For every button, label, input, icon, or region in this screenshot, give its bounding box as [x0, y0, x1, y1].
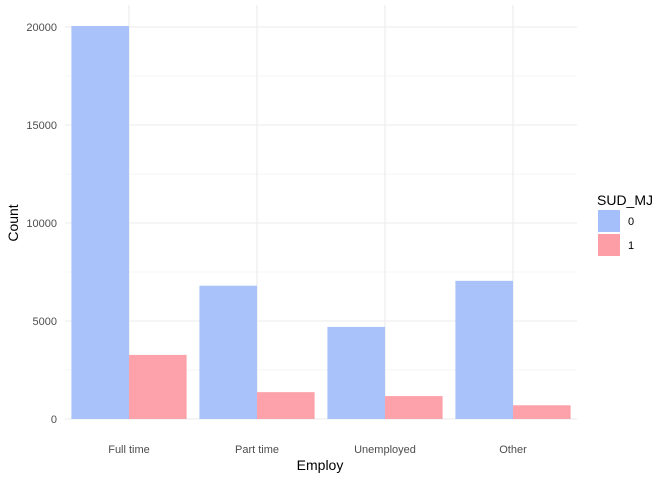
- y-tick-label: 0: [51, 414, 57, 426]
- x-tick-label: Full time: [108, 444, 150, 456]
- y-tick-label: 20000: [26, 22, 57, 34]
- bar-other-series-1: [513, 405, 571, 419]
- bar-unemployed-series-0: [327, 326, 385, 419]
- bars: [71, 26, 571, 420]
- bar-part-time-series-1: [257, 392, 315, 419]
- x-tick-label: Part time: [235, 444, 279, 456]
- bar-part-time-series-0: [199, 285, 257, 419]
- legend-label-1: 1: [628, 240, 634, 252]
- y-tick-label: 5000: [33, 316, 57, 328]
- legend-label-0: 0: [628, 216, 634, 228]
- x-axis-title: Employ: [297, 457, 344, 473]
- legend-swatch-1: [598, 234, 620, 256]
- legend-swatch-0: [598, 210, 620, 232]
- y-axis-title: Count: [5, 204, 21, 241]
- bar-full-time-series-1: [129, 354, 187, 419]
- bar-unemployed-series-1: [385, 396, 443, 419]
- bar-other-series-0: [455, 280, 513, 419]
- legend: SUD_MJ 0 1: [597, 192, 653, 256]
- legend-title: SUD_MJ: [597, 192, 653, 208]
- bar-full-time-series-0: [71, 26, 129, 420]
- y-tick-labels: 0 5000 10000 15000 20000: [26, 22, 57, 426]
- x-tick-labels: Full time Part time Unemployed Other: [108, 444, 527, 456]
- y-tick-label: 15000: [26, 120, 57, 132]
- x-tick-label: Other: [499, 444, 527, 456]
- x-tick-label: Unemployed: [354, 444, 416, 456]
- y-tick-label: 10000: [26, 218, 57, 230]
